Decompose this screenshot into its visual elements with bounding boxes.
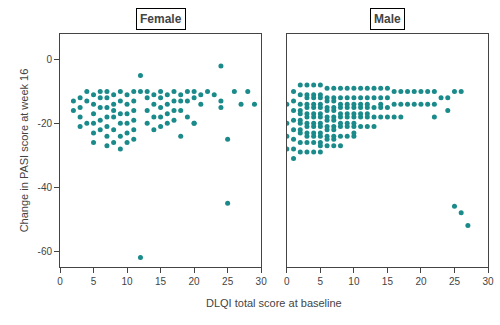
svg-text:0: 0 [46,54,52,65]
svg-text:10: 10 [121,276,133,287]
svg-text:-60: -60 [38,246,53,257]
svg-text:10: 10 [348,276,360,287]
svg-text:DLQI total score at baseline: DLQI total score at baseline [206,297,342,309]
svg-text:Male: Male [374,12,401,26]
svg-text:25: 25 [449,276,461,287]
svg-text:15: 15 [382,276,394,287]
svg-text:20: 20 [415,276,427,287]
svg-text:25: 25 [222,276,234,287]
svg-text:5: 5 [91,276,97,287]
svg-text:20: 20 [189,276,201,287]
svg-text:5: 5 [318,276,324,287]
svg-text:Change in PASI score at week 1: Change in PASI score at week 16 [18,69,30,233]
svg-text:0: 0 [284,276,290,287]
svg-text:30: 30 [256,276,268,287]
svg-text:0: 0 [57,276,63,287]
svg-text:15: 15 [155,276,167,287]
svg-text:Female: Female [140,12,182,26]
svg-text:-20: -20 [38,118,53,129]
svg-text:30: 30 [482,276,494,287]
svg-text:-40: -40 [38,182,53,193]
